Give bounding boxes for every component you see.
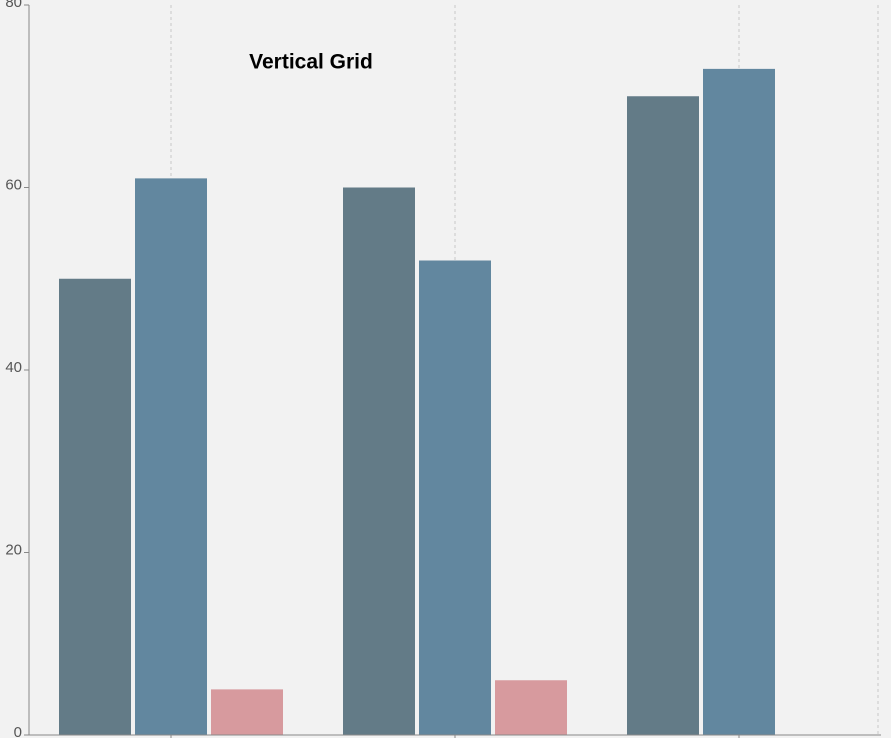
bar xyxy=(419,260,491,735)
y-tick-label: 20 xyxy=(5,541,22,558)
bar xyxy=(495,680,567,735)
chart-title: Vertical Grid xyxy=(249,51,373,74)
bar xyxy=(627,96,699,735)
y-tick-label: 40 xyxy=(5,359,22,376)
bar xyxy=(135,178,207,735)
bar xyxy=(343,187,415,735)
bar xyxy=(59,278,131,735)
y-tick-label: 0 xyxy=(14,724,22,738)
y-tick-label: 80 xyxy=(5,0,22,11)
y-tick-label: 60 xyxy=(5,176,22,193)
bar xyxy=(703,68,775,735)
bar xyxy=(211,689,283,735)
